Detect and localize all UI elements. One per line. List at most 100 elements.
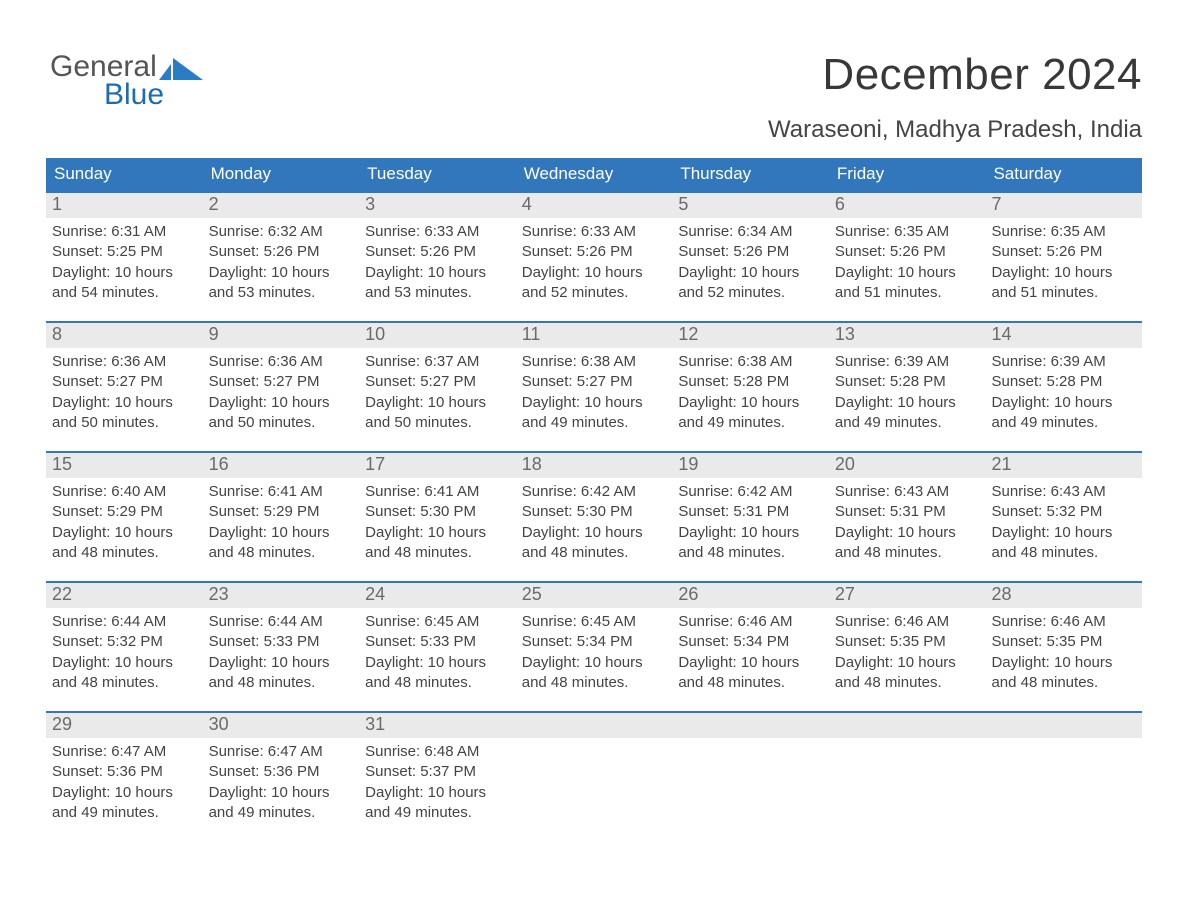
day-sunrise: Sunrise: 6:46 AM [835, 612, 980, 632]
day-body: Sunrise: 6:36 AMSunset: 5:27 PMDaylight:… [203, 348, 360, 437]
day-body: Sunrise: 6:46 AMSunset: 5:34 PMDaylight:… [672, 608, 829, 697]
weekday-header: Friday [829, 158, 986, 191]
day-sunrise: Sunrise: 6:46 AM [678, 612, 823, 632]
day-number: 15 [46, 453, 203, 478]
day-daylight1: Daylight: 10 hours [209, 783, 354, 803]
day-number: 17 [359, 453, 516, 478]
week-row: 29Sunrise: 6:47 AMSunset: 5:36 PMDayligh… [46, 711, 1142, 827]
day-daylight2: and 48 minutes. [991, 673, 1136, 693]
day-daylight2: and 54 minutes. [52, 283, 197, 303]
day-sunset: Sunset: 5:32 PM [991, 502, 1136, 522]
day-body: Sunrise: 6:47 AMSunset: 5:36 PMDaylight:… [46, 738, 203, 827]
day-daylight1: Daylight: 10 hours [209, 263, 354, 283]
day-cell: 30Sunrise: 6:47 AMSunset: 5:36 PMDayligh… [203, 713, 360, 827]
day-sunrise: Sunrise: 6:35 AM [991, 222, 1136, 242]
day-number: 25 [516, 583, 673, 608]
day-number: 7 [985, 193, 1142, 218]
day-number: 4 [516, 193, 673, 218]
day-body: Sunrise: 6:31 AMSunset: 5:25 PMDaylight:… [46, 218, 203, 307]
day-number [672, 713, 829, 738]
day-cell: 5Sunrise: 6:34 AMSunset: 5:26 PMDaylight… [672, 193, 829, 307]
day-sunrise: Sunrise: 6:39 AM [991, 352, 1136, 372]
day-number [829, 713, 986, 738]
day-daylight1: Daylight: 10 hours [522, 653, 667, 673]
day-body: Sunrise: 6:38 AMSunset: 5:27 PMDaylight:… [516, 348, 673, 437]
weekday-header: Thursday [672, 158, 829, 191]
day-number: 2 [203, 193, 360, 218]
day-sunrise: Sunrise: 6:47 AM [52, 742, 197, 762]
day-daylight1: Daylight: 10 hours [52, 263, 197, 283]
day-sunrise: Sunrise: 6:38 AM [522, 352, 667, 372]
day-sunrise: Sunrise: 6:43 AM [835, 482, 980, 502]
day-cell: 11Sunrise: 6:38 AMSunset: 5:27 PMDayligh… [516, 323, 673, 437]
day-sunrise: Sunrise: 6:45 AM [522, 612, 667, 632]
weekday-header: Tuesday [359, 158, 516, 191]
day-number: 18 [516, 453, 673, 478]
brand-text-blue: Blue [46, 80, 164, 110]
day-body: Sunrise: 6:43 AMSunset: 5:31 PMDaylight:… [829, 478, 986, 567]
day-body [829, 738, 986, 746]
day-daylight1: Daylight: 10 hours [52, 783, 197, 803]
day-sunrise: Sunrise: 6:36 AM [209, 352, 354, 372]
day-daylight1: Daylight: 10 hours [678, 523, 823, 543]
day-daylight1: Daylight: 10 hours [991, 653, 1136, 673]
day-daylight2: and 50 minutes. [365, 413, 510, 433]
day-sunrise: Sunrise: 6:43 AM [991, 482, 1136, 502]
day-sunset: Sunset: 5:25 PM [52, 242, 197, 262]
day-sunrise: Sunrise: 6:47 AM [209, 742, 354, 762]
day-sunset: Sunset: 5:31 PM [835, 502, 980, 522]
day-number: 21 [985, 453, 1142, 478]
day-sunrise: Sunrise: 6:48 AM [365, 742, 510, 762]
weekday-header: Saturday [985, 158, 1142, 191]
day-daylight1: Daylight: 10 hours [835, 653, 980, 673]
day-sunrise: Sunrise: 6:46 AM [991, 612, 1136, 632]
day-sunset: Sunset: 5:35 PM [991, 632, 1136, 652]
day-number: 19 [672, 453, 829, 478]
day-body: Sunrise: 6:46 AMSunset: 5:35 PMDaylight:… [985, 608, 1142, 697]
day-sunset: Sunset: 5:28 PM [835, 372, 980, 392]
day-sunset: Sunset: 5:27 PM [522, 372, 667, 392]
day-sunset: Sunset: 5:31 PM [678, 502, 823, 522]
day-cell [985, 713, 1142, 827]
day-number: 11 [516, 323, 673, 348]
day-sunset: Sunset: 5:36 PM [52, 762, 197, 782]
day-cell: 20Sunrise: 6:43 AMSunset: 5:31 PMDayligh… [829, 453, 986, 567]
day-body: Sunrise: 6:45 AMSunset: 5:33 PMDaylight:… [359, 608, 516, 697]
day-daylight1: Daylight: 10 hours [52, 393, 197, 413]
weekday-header: Wednesday [516, 158, 673, 191]
day-sunrise: Sunrise: 6:42 AM [522, 482, 667, 502]
day-sunrise: Sunrise: 6:36 AM [52, 352, 197, 372]
weekday-header: Sunday [46, 158, 203, 191]
day-daylight2: and 49 minutes. [52, 803, 197, 823]
day-daylight2: and 49 minutes. [835, 413, 980, 433]
day-daylight1: Daylight: 10 hours [991, 523, 1136, 543]
day-body: Sunrise: 6:33 AMSunset: 5:26 PMDaylight:… [516, 218, 673, 307]
day-sunset: Sunset: 5:26 PM [835, 242, 980, 262]
day-number: 26 [672, 583, 829, 608]
day-cell: 10Sunrise: 6:37 AMSunset: 5:27 PMDayligh… [359, 323, 516, 437]
day-body: Sunrise: 6:33 AMSunset: 5:26 PMDaylight:… [359, 218, 516, 307]
day-number: 24 [359, 583, 516, 608]
day-number: 3 [359, 193, 516, 218]
day-cell: 31Sunrise: 6:48 AMSunset: 5:37 PMDayligh… [359, 713, 516, 827]
day-number: 27 [829, 583, 986, 608]
day-cell: 7Sunrise: 6:35 AMSunset: 5:26 PMDaylight… [985, 193, 1142, 307]
day-sunrise: Sunrise: 6:45 AM [365, 612, 510, 632]
day-sunset: Sunset: 5:27 PM [209, 372, 354, 392]
day-cell [829, 713, 986, 827]
day-number: 28 [985, 583, 1142, 608]
day-number: 22 [46, 583, 203, 608]
day-sunset: Sunset: 5:34 PM [522, 632, 667, 652]
day-number: 8 [46, 323, 203, 348]
day-sunrise: Sunrise: 6:35 AM [835, 222, 980, 242]
day-body: Sunrise: 6:42 AMSunset: 5:30 PMDaylight:… [516, 478, 673, 567]
day-cell [516, 713, 673, 827]
day-cell: 6Sunrise: 6:35 AMSunset: 5:26 PMDaylight… [829, 193, 986, 307]
day-sunset: Sunset: 5:33 PM [365, 632, 510, 652]
day-sunset: Sunset: 5:33 PM [209, 632, 354, 652]
day-daylight2: and 48 minutes. [365, 543, 510, 563]
day-cell: 4Sunrise: 6:33 AMSunset: 5:26 PMDaylight… [516, 193, 673, 307]
day-number: 16 [203, 453, 360, 478]
day-cell: 23Sunrise: 6:44 AMSunset: 5:33 PMDayligh… [203, 583, 360, 697]
day-cell: 24Sunrise: 6:45 AMSunset: 5:33 PMDayligh… [359, 583, 516, 697]
